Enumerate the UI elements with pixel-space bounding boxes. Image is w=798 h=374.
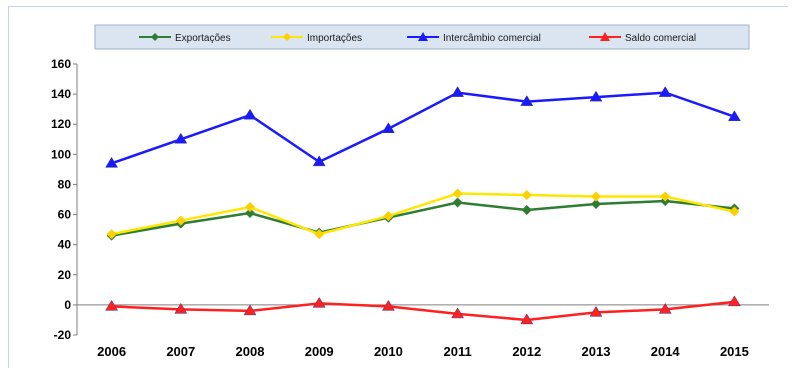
series-1-point	[729, 206, 740, 217]
legend: Exportações Importações Intercâmbio come…	[94, 24, 750, 50]
y-tick-label: 80	[58, 177, 72, 191]
series-3-line	[111, 300, 735, 322]
legend-label-saldo: Saldo comercial	[625, 33, 696, 44]
plot-series	[105, 86, 741, 325]
series-3-point	[312, 296, 326, 308]
line-chart: Exportações Importações Intercâmbio come…	[51, 24, 769, 359]
legend-entry-exportacoes: Exportações	[139, 33, 231, 44]
x-tick-label: 2011	[443, 344, 471, 359]
series-2-point	[105, 156, 119, 168]
series-2-point	[520, 95, 534, 106]
y-tick-label: 140	[51, 87, 71, 101]
chart-frame: Exportações Importações Intercâmbio come…	[8, 6, 788, 368]
y-tick-group: 160 140 120 100 80 60 40 20 0 -20	[51, 57, 77, 342]
x-tick-label: 2010	[374, 344, 403, 359]
legend-label-importacoes: Importações	[307, 33, 362, 44]
x-tick-label: 2007	[166, 344, 195, 359]
series-2-point	[589, 90, 603, 102]
legend-marker-importacoes	[283, 33, 291, 41]
x-axis: 2006 2007 2008 2009 2010 2011 2012 2013 …	[77, 304, 769, 359]
series-3-point	[451, 307, 465, 319]
series-1-line	[111, 192, 735, 236]
series-3-point	[658, 302, 672, 314]
legend-entry-intercambio: Intercâmbio comercial	[407, 32, 541, 44]
x-tick-group: 2006 2007 2008 2009 2010 2011 2012 2013 …	[97, 344, 749, 359]
series-3-point	[727, 295, 741, 307]
legend-marker-saldo	[600, 32, 610, 41]
series-2-point	[727, 110, 741, 121]
legend-label-exportacoes: Exportações	[175, 33, 231, 44]
series-0-point	[452, 197, 463, 208]
series-1-point	[383, 211, 394, 222]
series-2-point	[381, 122, 395, 133]
x-tick-label: 2013	[582, 344, 611, 359]
x-tick-label: 2008	[236, 344, 265, 359]
series-2-line	[111, 91, 735, 165]
series-3-point	[243, 304, 257, 316]
series-0-point	[521, 205, 532, 216]
series-2-point	[451, 86, 465, 97]
series-1-point	[175, 215, 186, 226]
series-3-point	[105, 299, 119, 311]
y-tick-label: 0	[64, 298, 71, 312]
y-tick-label: 100	[51, 147, 71, 161]
series-1-point	[452, 188, 463, 199]
legend-marker-intercambio	[418, 32, 428, 41]
y-tick-label: 160	[51, 57, 71, 71]
series-1-point	[591, 191, 601, 202]
y-tick-label: 20	[58, 268, 72, 282]
series-1-point	[245, 202, 255, 213]
series-3-point	[589, 305, 603, 317]
legend-entry-saldo: Saldo comercial	[589, 32, 696, 44]
series-2-point	[658, 86, 672, 97]
series-1-point	[521, 189, 532, 200]
series-2-point	[174, 132, 188, 144]
series-0-point	[245, 208, 255, 219]
series-1-point	[314, 229, 325, 240]
legend-label-intercambio: Intercâmbio comercial	[443, 33, 541, 44]
series-2-point	[243, 108, 257, 120]
x-tick-label: 2006	[97, 344, 126, 359]
y-tick-label: 60	[58, 208, 72, 222]
series-3-point	[381, 299, 395, 311]
y-tick-label: -20	[54, 328, 72, 342]
series-2-point	[312, 155, 326, 167]
y-tick-label: 40	[58, 238, 72, 252]
series-3-point	[174, 302, 188, 314]
legend-marker-exportacoes	[151, 33, 159, 41]
legend-entry-importacoes: Importações	[271, 33, 362, 44]
x-tick-label: 2012	[512, 344, 541, 359]
x-tick-label: 2015	[720, 344, 749, 359]
x-tick-label: 2009	[305, 344, 334, 359]
series-1-point	[660, 191, 671, 202]
y-tick-label: 120	[51, 117, 71, 131]
series-0-line	[111, 199, 735, 237]
series-3-point	[520, 313, 534, 325]
y-axis: 160 140 120 100 80 60 40 20 0 -20	[51, 57, 78, 342]
series-1-point	[106, 229, 117, 240]
x-tick-label: 2014	[651, 344, 681, 359]
series-0-point	[591, 199, 601, 210]
